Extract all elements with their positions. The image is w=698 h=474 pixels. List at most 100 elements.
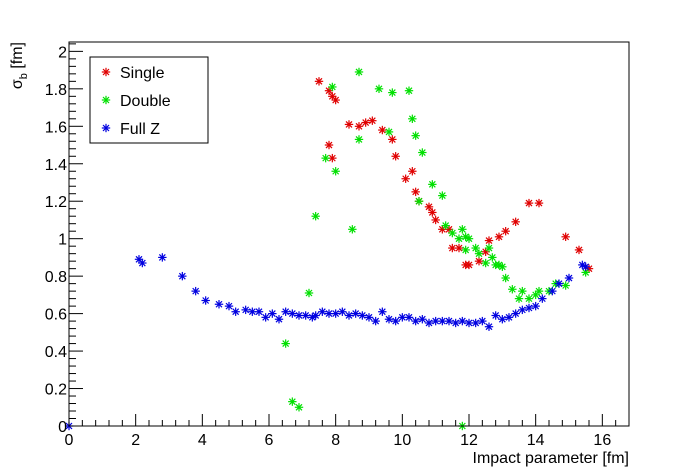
single-point — [361, 118, 370, 127]
y-axis-title-unit: [fm] — [9, 42, 26, 73]
full-z-point — [311, 311, 320, 320]
full-z-point — [241, 305, 250, 315]
single-point — [454, 243, 464, 253]
double-point — [488, 253, 497, 262]
single-point — [511, 217, 520, 227]
full-z-point — [358, 311, 367, 320]
legend-marker-single — [101, 67, 111, 77]
x-tick-label: 2 — [131, 432, 140, 449]
single-point — [378, 125, 387, 135]
full-z-point — [224, 301, 234, 311]
legend-markers — [101, 67, 111, 133]
single-point — [408, 167, 417, 176]
full-z-point — [371, 316, 380, 326]
double-point — [311, 212, 320, 221]
double-point — [331, 167, 340, 176]
double-point — [281, 339, 290, 348]
full-z-point — [504, 313, 514, 322]
single-point — [431, 215, 440, 225]
y-tick-label: 0.2 — [45, 382, 67, 399]
legend-marker-double — [101, 95, 111, 105]
double-point — [328, 82, 337, 92]
double-point — [354, 135, 364, 144]
double-point — [294, 403, 304, 412]
full-z-point — [398, 313, 407, 322]
y-tick-label: 0.4 — [45, 344, 67, 361]
full-z-point — [438, 316, 447, 326]
full-z-point — [471, 318, 480, 328]
y-axis-title: σb [fm] — [9, 42, 30, 89]
single-point — [524, 198, 534, 208]
full-z-point — [364, 313, 374, 322]
legend-label-single: Single — [120, 65, 165, 82]
single-point — [494, 232, 504, 242]
y-tick-label: 0 — [58, 419, 67, 436]
double-point — [498, 262, 507, 271]
double-point — [518, 286, 527, 296]
legend: Single Double Full Z — [89, 56, 209, 144]
double-point — [304, 288, 314, 298]
double-point — [388, 88, 397, 97]
full-z-point — [391, 316, 400, 326]
full-z-point — [498, 315, 507, 324]
single-point — [368, 116, 377, 125]
double-point — [464, 234, 474, 243]
single-point — [331, 95, 340, 105]
double-point — [474, 249, 484, 258]
single-point — [474, 256, 484, 266]
double-point — [461, 245, 470, 255]
double-point — [414, 197, 424, 206]
full-z-point — [564, 273, 574, 283]
full-z-point — [531, 301, 540, 311]
single-point — [401, 174, 410, 183]
full-z-point — [424, 318, 434, 328]
double-point — [404, 86, 414, 95]
x-tick-label: 4 — [198, 432, 207, 449]
y-tick-label: 1.8 — [45, 82, 67, 99]
double-point — [348, 225, 357, 234]
double-point — [458, 225, 467, 234]
double-point — [454, 234, 464, 243]
full-z-point — [201, 296, 210, 305]
full-z-point — [554, 279, 564, 288]
full-z-point — [351, 309, 360, 318]
y-tick-label: 1.4 — [45, 157, 67, 174]
single-point — [464, 260, 474, 270]
x-tick-label: 16 — [593, 432, 611, 449]
data-points — [64, 67, 594, 431]
double-point — [534, 286, 544, 296]
single-point — [388, 135, 397, 144]
single-point — [574, 245, 584, 255]
full-z-point — [384, 315, 394, 324]
double-point — [448, 228, 457, 238]
double-point — [508, 285, 517, 294]
full-z-point — [444, 316, 454, 326]
full-z-point — [158, 253, 167, 262]
full-z-point — [411, 316, 420, 326]
full-z-point — [318, 307, 327, 316]
full-z-point — [138, 258, 147, 268]
double-point — [471, 243, 480, 253]
single-point — [501, 226, 510, 236]
double-point — [418, 148, 427, 157]
full-z-point — [261, 313, 270, 322]
full-z-point — [518, 305, 527, 315]
full-z-point — [484, 322, 494, 331]
y-axis-title-subscript: b — [18, 73, 30, 79]
single-point — [484, 236, 494, 245]
single-point — [354, 122, 364, 131]
y-tick-label: 1.2 — [45, 194, 67, 211]
full-z-point — [548, 286, 557, 296]
x-tick-label: 14 — [527, 432, 545, 449]
full-z-point — [301, 311, 310, 320]
full-z-point — [581, 262, 590, 271]
double-point — [354, 67, 364, 77]
single-point — [391, 152, 400, 161]
double-point — [501, 273, 510, 283]
full-z-point — [524, 303, 534, 313]
legend-marker-full-z — [101, 123, 111, 133]
legend-label-double: Double — [120, 93, 171, 110]
x-tick-label: 10 — [393, 432, 411, 449]
double-point — [428, 180, 437, 189]
double-point — [524, 294, 534, 303]
